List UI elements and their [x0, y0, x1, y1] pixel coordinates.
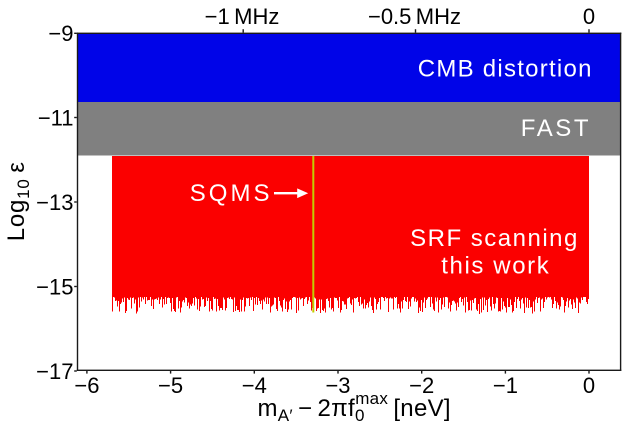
svg-text:−4: −4 [242, 373, 267, 398]
svg-text:−9: −9 [48, 21, 73, 46]
svg-text:−13: −13 [36, 190, 73, 215]
svg-text:Log10 ε: Log10 ε [3, 161, 33, 241]
svg-text:SRF scanning: SRF scanning [410, 225, 579, 252]
svg-text:−11: −11 [38, 105, 74, 130]
svg-text:this work: this work [441, 253, 550, 280]
svg-text:SQMS: SQMS [190, 180, 273, 207]
svg-text:−17: −17 [36, 359, 73, 384]
svg-text:0: 0 [583, 4, 595, 29]
svg-text:FAST: FAST [521, 115, 591, 142]
svg-text:−6: −6 [74, 373, 99, 398]
svg-text:−1: −1 [493, 373, 518, 398]
svg-text:−1 MHz: −1 MHz [205, 4, 280, 29]
svg-text:−2: −2 [409, 373, 434, 398]
svg-text:CMB distortion: CMB distortion [418, 56, 593, 83]
svg-text:−5: −5 [158, 373, 183, 398]
svg-text:−3: −3 [325, 373, 350, 398]
svg-text:0: 0 [583, 373, 595, 398]
svg-text:−0.5 MHz: −0.5 MHz [368, 4, 461, 29]
svg-text:−15: −15 [36, 274, 73, 299]
svg-text:mA′ − 2πf0max [neV]: mA′ − 2πf0max [neV] [258, 389, 451, 425]
